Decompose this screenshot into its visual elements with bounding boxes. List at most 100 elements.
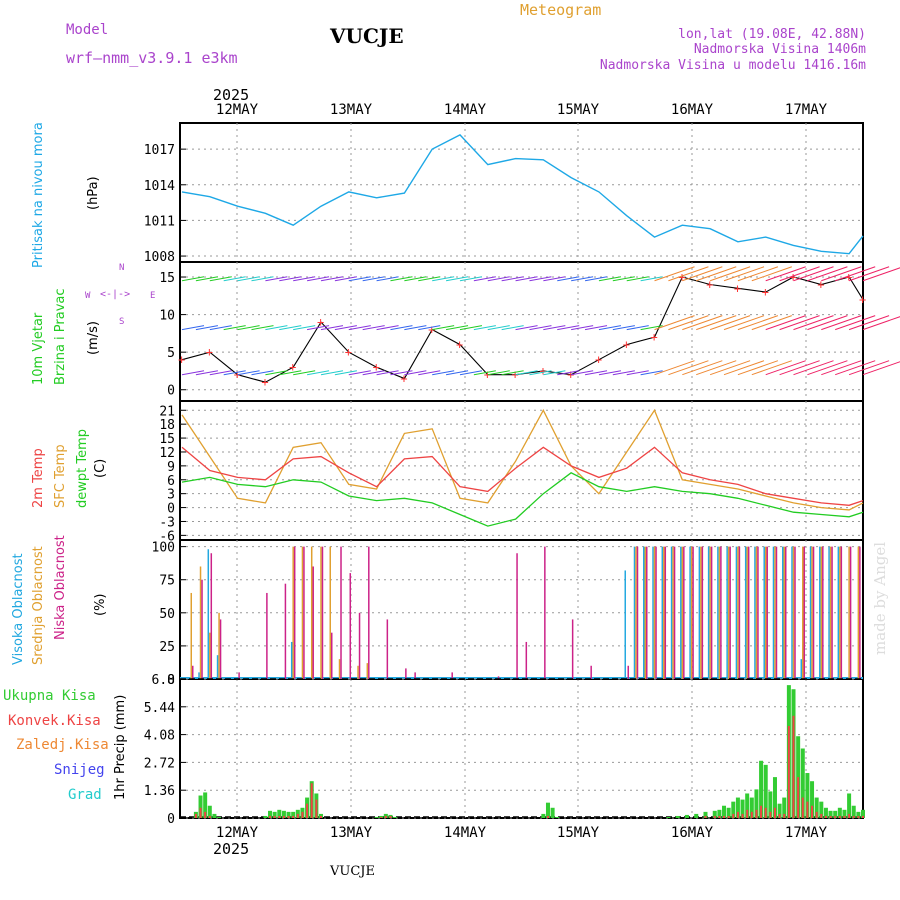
wind-speed-marker: +: [595, 353, 602, 367]
panel-frame: [179, 261, 864, 402]
wind-arrow: [362, 370, 385, 376]
wind-arrow: [348, 276, 371, 282]
wind-arrow: [418, 370, 441, 376]
precip-tick-label: 0: [167, 812, 175, 827]
wind-arrow: [751, 360, 792, 376]
bottom-day-label: 16MAY: [671, 825, 714, 841]
wind-speed-marker: +: [456, 338, 463, 352]
wind-arrow: [265, 370, 288, 376]
precip-tick-label: 4.08: [144, 729, 175, 744]
precip-conv-bar: [204, 811, 207, 818]
precip-total-bar: [842, 809, 847, 818]
wind-arrow: [223, 370, 246, 376]
wind-arrow: [571, 276, 594, 282]
precip-total-bar: [541, 813, 546, 818]
wind-arrow: [571, 370, 594, 376]
precip-conv-bar: [282, 815, 285, 818]
precip-total-bar: [712, 810, 717, 818]
precip-conv-bar: [287, 815, 290, 818]
model-elevation: Nadmorska Visina u modelu 1416.16m: [600, 58, 866, 73]
wind-arrow: [682, 266, 723, 282]
precip-total-bar: [856, 811, 861, 818]
wind-speed-marker: +: [234, 368, 241, 382]
precip-total-bar: [379, 815, 384, 818]
precip-total-bar: [684, 814, 689, 818]
wind-speed-marker: +: [484, 368, 491, 382]
wind-arrow: [418, 276, 441, 282]
wind-arrow: [626, 370, 649, 376]
temp-tick-label: 9: [167, 460, 175, 475]
precip-conv-bar: [380, 816, 383, 818]
precip-conv-bar: [806, 801, 809, 818]
wind-arrow: [737, 315, 779, 331]
cloud-tick-label: 25: [159, 640, 175, 655]
wind-arrow: [209, 370, 232, 376]
precip-total-bar: [722, 805, 727, 818]
wind-arrow: [237, 325, 260, 331]
wind-arrow: [515, 325, 538, 331]
wind-arrow: [612, 276, 635, 282]
wind-arrow: [862, 361, 900, 376]
wind-speed-marker: +: [651, 330, 658, 344]
bottom-day-label: 15MAY: [557, 825, 600, 841]
wind-label: 10m Vjetar: [31, 312, 46, 385]
precip-conv-bar: [843, 815, 846, 818]
wind-speed-marker: +: [762, 285, 769, 299]
precip-total-bar: [703, 811, 708, 818]
wind-arrow: [835, 266, 876, 282]
wind-arrow: [265, 276, 288, 282]
wind-arrow: [195, 370, 218, 376]
precip-total-bar: [212, 813, 217, 818]
bottom-day-label: 13MAY: [330, 825, 373, 841]
precip-total-bar: [763, 764, 768, 818]
wind-arrow: [404, 276, 427, 282]
precip-total-bar: [749, 797, 754, 818]
wind-arrow: [668, 315, 709, 331]
precip-conv-bar: [736, 811, 739, 818]
wind-arrow: [821, 315, 862, 331]
precip-total-bar: [814, 797, 819, 818]
compass-s: S: [119, 317, 124, 327]
model-label: Model: [66, 22, 108, 38]
wind-speed-marker: +: [734, 281, 741, 295]
wind-arrow: [709, 266, 751, 282]
wind-arrow: [709, 315, 751, 331]
watermark: made by Angel: [871, 542, 889, 655]
precip-conv-bar: [848, 813, 851, 818]
precip-conv-bar: [208, 815, 211, 818]
sfc-label: SFC Temp: [53, 444, 68, 508]
precip-conv-bar: [811, 805, 814, 818]
wind-arrow: [612, 370, 635, 376]
panels: 1008 1011 1014 1017 0 5 10 15 + + + + + + + + + + + + + + + + + +…: [144, 122, 900, 827]
precip-conv-bar: [764, 807, 767, 818]
wind-arrow: [223, 276, 246, 282]
wind-speed-line: [181, 276, 864, 383]
wind-arrow: [334, 370, 357, 376]
precip-conv-bar: [783, 813, 786, 818]
wind-arrow: [334, 325, 357, 331]
wind-speed-marker: +: [345, 345, 352, 359]
precip-conv-bar: [310, 783, 313, 818]
wind-speed-marker: +: [178, 353, 185, 367]
precip-conv-bar: [315, 799, 318, 818]
wind-arrow: [529, 370, 552, 376]
precip-conv-bar: [857, 815, 860, 818]
precip-conv-bar: [862, 815, 864, 818]
precip-total-bar: [277, 809, 282, 818]
precip-conv-bar: [296, 813, 299, 818]
wind-arrow: [807, 360, 848, 376]
wind-arrow: [584, 276, 608, 282]
precip-conv-bar: [273, 815, 276, 818]
precip-labels: Ukupna Kisa Konvek.Kisa Zaledj.Kisa Snij…: [3, 688, 128, 803]
precip-conv-bar: [787, 726, 790, 818]
wind-arrow: [668, 266, 709, 282]
wind-arrow: [418, 325, 441, 331]
precip-conv-bar: [546, 815, 549, 818]
wind-arrow: [584, 325, 608, 331]
wind-arrow: [848, 315, 890, 331]
wind-speed-marker: +: [539, 364, 546, 378]
wind-arrow: [543, 325, 566, 331]
wind-arrow: [779, 360, 820, 376]
wind-arrow: [445, 370, 469, 376]
top-day-label: 14MAY: [444, 102, 487, 118]
